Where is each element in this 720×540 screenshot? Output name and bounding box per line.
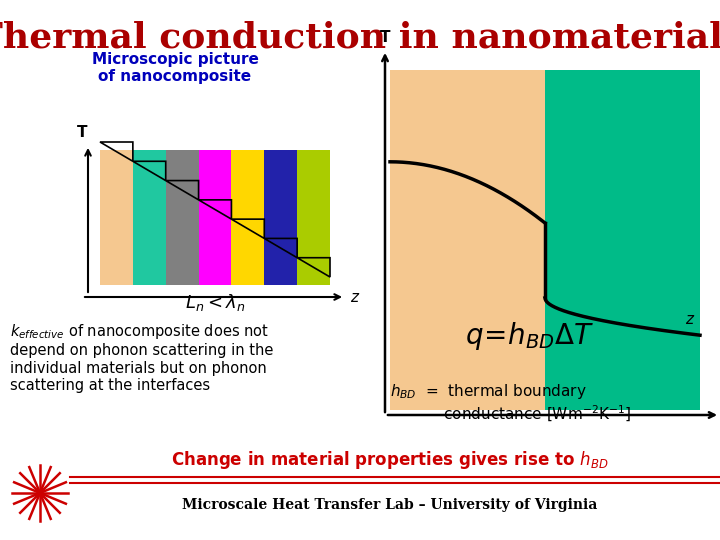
Bar [100,150,133,285]
Bar [297,150,330,285]
Bar [390,70,545,410]
Text: z: z [350,289,358,305]
Text: $q\!=\!h_{BD}\Delta T$: $q\!=\!h_{BD}\Delta T$ [465,320,595,352]
Bar [199,150,231,285]
Text: Microscopic picture
of nanocomposite: Microscopic picture of nanocomposite [91,52,258,84]
Bar [264,150,297,285]
Bar [166,150,199,285]
Text: Thermal conduction in nanomaterials: Thermal conduction in nanomaterials [0,20,720,54]
Text: $h_{BD}$  =  thermal boundary
           conductance [Wm$^{-2}$K$^{-1}$]: $h_{BD}$ = thermal boundary conductance … [390,382,631,424]
Bar [545,70,700,410]
Text: Microscale Heat Transfer Lab – University of Virginia: Microscale Heat Transfer Lab – Universit… [182,498,598,512]
Text: z: z [685,312,693,327]
Text: $L_n < \lambda_n$: $L_n < \lambda_n$ [185,292,246,313]
Text: Change in material properties gives rise to $h_{BD}$: Change in material properties gives rise… [171,449,609,471]
Text: T: T [379,30,390,45]
Text: T: T [77,125,87,140]
Bar [133,150,166,285]
Text: $k_{effective}$ of nanocomposite does not
depend on phonon scattering in the
ind: $k_{effective}$ of nanocomposite does no… [10,322,274,393]
Bar [231,150,264,285]
